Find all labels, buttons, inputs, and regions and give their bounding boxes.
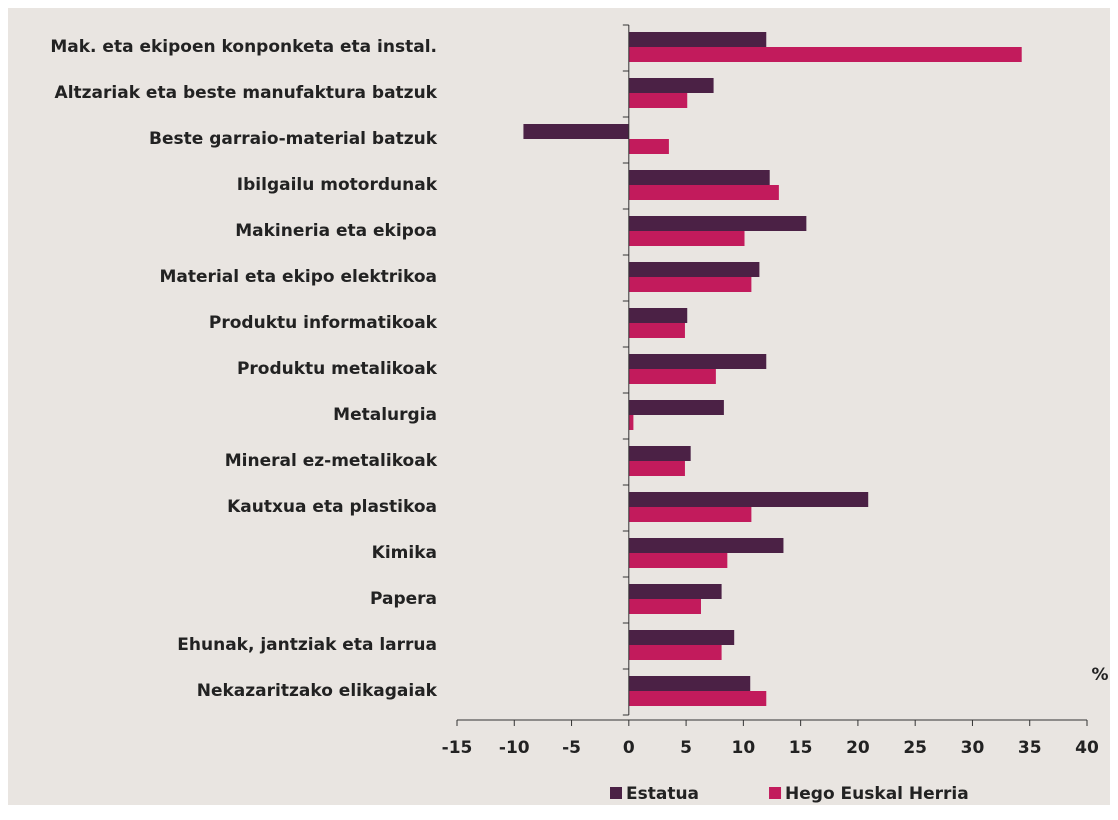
y-tick-label: Papera	[370, 589, 437, 609]
x-tick-label: 15	[789, 738, 813, 758]
x-tick-label: -15	[442, 738, 473, 758]
legend-swatch	[769, 787, 782, 799]
y-tick-label: Ibilgailu motordunak	[237, 175, 438, 195]
bar	[628, 461, 685, 476]
x-axis-label: %	[1091, 665, 1108, 685]
bar	[628, 216, 807, 231]
x-tick-label: 35	[1018, 738, 1042, 758]
x-tick-label: 0	[623, 738, 635, 758]
y-tick-label: Produktu informatikoak	[209, 313, 438, 333]
y-tick-label: Makineria eta ekipoa	[235, 221, 437, 241]
bar	[628, 47, 1022, 62]
y-tick-label: Nekazaritzako elikagaiak	[197, 681, 438, 701]
bar	[628, 645, 722, 660]
bar	[628, 93, 688, 108]
bar	[628, 538, 784, 553]
bar	[523, 124, 629, 139]
x-tick-label: 20	[846, 738, 870, 758]
bar	[628, 78, 714, 93]
y-tick-label: Beste garraio-material batzuk	[149, 129, 438, 149]
bar	[628, 630, 735, 645]
y-tick-label: Metalurgia	[333, 405, 437, 425]
y-tick-label: Altzariak eta beste manufaktura batzuk	[55, 83, 438, 103]
bar	[628, 231, 745, 246]
bar	[628, 308, 688, 323]
bar	[628, 676, 751, 691]
y-tick-label: Mak. eta ekipoen konponketa eta instal.	[50, 37, 437, 57]
bar	[628, 553, 728, 568]
x-tick-label: 10	[732, 738, 756, 758]
bar	[628, 277, 752, 292]
x-tick-label: -10	[499, 738, 530, 758]
y-tick-label: Produktu metalikoak	[237, 359, 438, 379]
bar	[628, 139, 669, 154]
y-tick-label: Mineral ez-metalikoak	[225, 451, 438, 471]
y-tick-label: Kautxua eta plastikoa	[227, 497, 437, 517]
legend-swatch	[610, 787, 622, 799]
bar	[628, 170, 770, 185]
x-tick-label: 25	[903, 738, 927, 758]
x-tick-label: 5	[680, 738, 692, 758]
bar	[628, 369, 716, 384]
bar	[628, 599, 701, 614]
x-tick-label: 30	[961, 738, 985, 758]
bar	[628, 354, 767, 369]
y-tick-label: Kimika	[372, 543, 437, 563]
bar	[628, 446, 691, 461]
bar	[628, 415, 634, 430]
legend-label: Hego Euskal Herria	[785, 784, 969, 804]
x-tick-label: 40	[1075, 738, 1099, 758]
bar	[628, 323, 685, 338]
bar	[628, 400, 724, 415]
bar	[628, 32, 767, 47]
bar	[628, 185, 779, 200]
bar	[628, 507, 752, 522]
y-tick-label: Ehunak, jantziak eta larrua	[177, 635, 437, 655]
y-tick-label: Material eta ekipo elektrikoa	[160, 267, 437, 287]
legend-label: Estatua	[626, 784, 699, 804]
bar	[628, 691, 767, 706]
x-tick-label: -5	[562, 738, 581, 758]
background	[8, 8, 1110, 805]
bar	[628, 492, 869, 507]
bar	[628, 584, 722, 599]
bar	[628, 262, 760, 277]
